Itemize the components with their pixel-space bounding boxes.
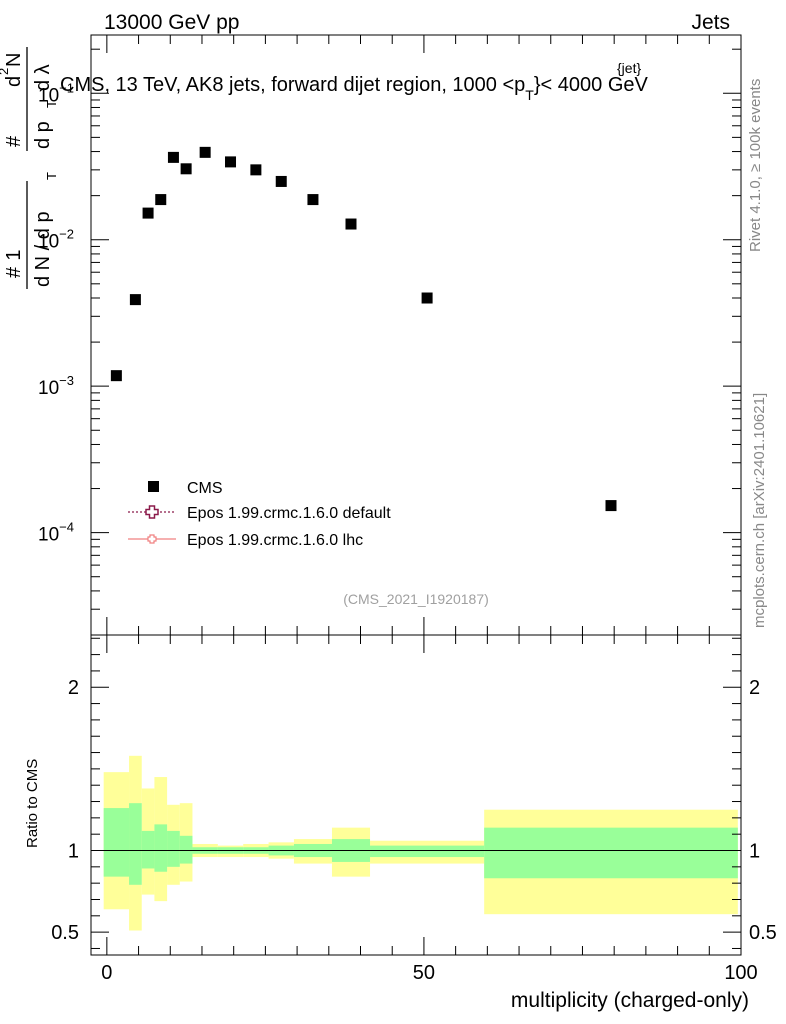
header-energy-label: 13000 GeV pp [104,11,239,34]
cms-data-point [307,194,319,206]
main-plot-ticks [91,35,742,636]
cms-data-point [421,292,433,304]
ratio-ytick-label-right: 2 [749,677,760,699]
ratio-uncertainty-bands [103,755,738,931]
legend-cms-label: CMS [187,480,223,497]
legend-item-cms: CMS [148,480,223,497]
ratio-band-green [141,830,155,869]
legend-item-epos-lhc: Epos 1.99.crmc.1.6.0 lhc [128,532,363,549]
ratio-band-green [370,845,485,858]
ratio-xtick-label: 0 [101,962,112,984]
ratio-ytick-label-right: 1 [749,841,760,863]
ratio-ytick-label-left: 1 [68,841,79,863]
ratio-ytick-label-right: 0.5 [749,922,777,944]
legend: CMS Epos 1.99.crmc.1.6.0 default Epos 1.… [128,480,391,549]
ylabel-den-1-sub: T [44,172,59,180]
plot-title: CMS, 13 TeV, AK8 jets, forward dijet reg… [60,60,649,103]
analysis-watermark: (CMS_2021_I1920187) [343,591,489,607]
ylabel-den-2-lambda: d λ [32,64,54,91]
ylabel-den-2: d p [32,121,54,149]
cms-data-point [167,151,179,163]
plot-title-suffix: }< 4000 GeV [534,74,649,96]
ylabel-hash-1: # [3,266,25,278]
ylabel-num-2-sup: 2 [0,68,11,75]
cms-data-point [345,218,357,230]
x-axis-label: multiplicity (charged-only) [511,989,749,1012]
cms-data-point [110,370,122,382]
cms-data-point [142,207,154,219]
ratio-band-green [154,824,168,872]
ratio-y-axis-label: Ratio to CMS [24,759,41,848]
svg-text:CMS, 13 TeV, AK8 jets, forward: CMS, 13 TeV, AK8 jets, forward dijet reg… [60,74,649,103]
main-plot-panel: 10−1 10−2 10−3 10−4 CMS, 13 TeV, AK8 jets, … [38,34,742,636]
ratio-xtick-label: 100 [724,962,757,984]
ratio-band-green [167,830,180,867]
ylabel-den-1: d N / d p [32,211,54,287]
legend-cms-marker [148,481,159,492]
ratio-band-green [179,835,193,864]
legend-epos-default-marker [145,505,159,519]
ratio-xtick-label: 50 [413,962,435,984]
ratio-band-green [103,808,130,877]
plot-title-sub: T [525,87,534,103]
cms-data-points [110,146,617,512]
main-ytick-label: 10−3 [38,373,74,399]
header-jets-label: Jets [691,11,730,34]
main-ytick-label: 10−2 [38,227,74,253]
ylabel-hash-2: # [3,135,25,147]
cms-data-point [225,156,237,168]
ratio-plot-tick-labels: 0.5 0.5 1 1 2 2 0 50 100 [51,677,777,984]
ylabel-den-2-sub: T [44,100,59,108]
plot-title-sup: {jet} [617,60,641,76]
legend-item-epos-default: Epos 1.99.crmc.1.6.0 default [128,505,391,522]
main-ytick-label: 10−1 [38,80,74,106]
ylabel-num-1: 1 [3,249,25,260]
cms-data-point [250,164,262,176]
ratio-ytick-label-left: 0.5 [51,922,79,944]
ratio-ytick-label-left: 2 [68,677,79,699]
cms-data-point [155,194,167,206]
legend-epos-default-label: Epos 1.99.crmc.1.6.0 default [187,505,391,522]
main-plot-ytick-labels: 10−1 10−2 10−3 10−4 [38,80,74,545]
plot-title-prefix: CMS, 13 TeV, AK8 jets, forward dijet reg… [60,74,525,96]
ylabel-num-2-d: d [3,76,25,87]
ratio-band-green [129,803,142,885]
cms-data-point [180,163,192,175]
ratio-plot-panel: 0.5 0.5 1 1 2 2 0 50 100 [51,634,777,984]
main-ytick-label: 10−4 [38,520,74,546]
legend-epos-lhc-label: Epos 1.99.crmc.1.6.0 lhc [187,532,363,549]
ratio-band-green [484,827,738,879]
legend-epos-lhc-marker [147,534,157,544]
cms-data-point [275,175,287,187]
cms-data-point [129,294,141,306]
cms-data-point [199,146,211,158]
ratio-plot-frame [90,634,742,956]
main-y-axis-label: # 1 d N / d p T # d 2 N d p T d λ [0,47,59,289]
cms-data-point [605,500,617,512]
ratio-plot-ticks [91,635,742,955]
mcplots-label: mcplots.cern.ch [arXiv:2401.10621] [751,393,768,628]
rivet-version-label: Rivet 4.1.0, ≥ 100k events [747,79,764,252]
ylabel-num-2-n: N [3,53,25,67]
